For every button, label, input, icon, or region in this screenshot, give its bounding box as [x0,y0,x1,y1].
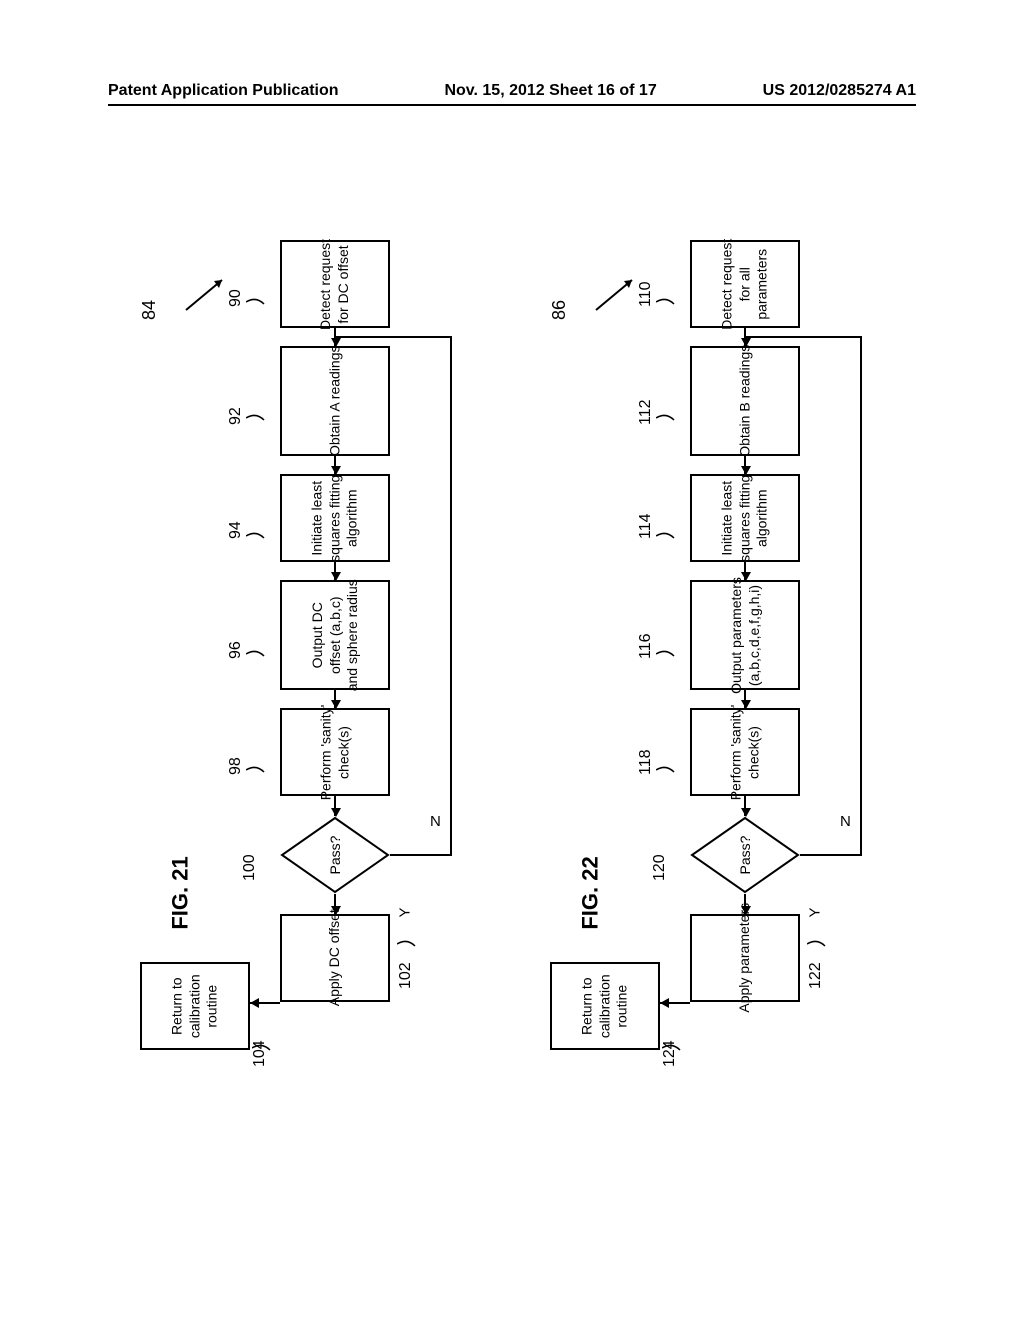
step-label: 110 [637,281,655,307]
box-return: Return tocalibrationroutine [550,962,660,1050]
step-label: 94 [227,521,245,539]
box-sanity-check: Perform 'sanity'check(s) [690,708,800,796]
step-label: 118 [637,749,655,775]
arrow-left-icon [250,998,259,1008]
step-label: 92 [227,407,245,425]
connector [390,854,452,856]
flowchart-fig21: 84 Detect requestfor DC offset 90 Obtain… [150,240,490,1060]
connector [336,336,452,338]
decision-pass: Pass? [280,816,390,894]
arrow-icon [592,274,642,314]
step-label: 104 [251,1040,269,1067]
ref-arrow-84: 84 [160,270,220,320]
step-label: 112 [637,399,655,425]
header-left: Patent Application Publication [108,82,339,100]
box-initiate-algorithm: Initiate leastsquares fittingalgorithm [280,474,390,562]
curve-tick [246,530,266,542]
figure-label-22: FIG. 22 [578,856,604,929]
step-label: 120 [651,854,669,881]
step-label: 96 [227,641,245,659]
box-return: Return tocalibrationroutine [140,962,250,1050]
curve-tick [246,412,266,424]
connector [450,336,452,856]
step-label: 102 [397,962,415,989]
header-right: US 2012/0285274 A1 [763,82,916,100]
step-label: 100 [241,854,259,881]
decision-pass: Pass? [690,816,800,894]
curve-tick [656,412,676,424]
step-label: 90 [227,289,245,307]
figure-label-21: FIG. 21 [168,856,194,929]
curve-tick [246,764,266,776]
step-label: 116 [637,633,655,659]
y-label: Y [807,907,824,917]
ref-arrow-86: 86 [570,270,630,320]
arrow-left-icon [660,998,669,1008]
n-label: N [840,813,851,830]
ref-number: 86 [549,300,570,320]
step-label: 122 [807,962,825,989]
page-header: Patent Application Publication Nov. 15, … [108,82,916,100]
box-output-values: Output parameters(a,b,c,d,e,f,g,h,i) [690,580,800,690]
box-detect-request: Detect requestfor DC offset [280,240,390,328]
n-label: N [430,813,441,830]
box-detect-request: Detect requestfor allparameters [690,240,800,328]
curve-tick [656,530,676,542]
connector [860,336,862,856]
box-output-values: Output DCoffset (a,b,c)and sphere radius [280,580,390,690]
connector [746,336,862,338]
curve-tick [246,648,266,660]
box-apply: Apply parameters [690,914,800,1002]
curve-tick [656,296,676,308]
curve-tick [807,938,827,950]
box-initiate-algorithm: Initiate leastsquares fittingalgorithm [690,474,800,562]
header-center: Nov. 15, 2012 Sheet 16 of 17 [444,82,656,100]
arrow-icon [182,274,232,314]
curve-tick [656,764,676,776]
header-rule [108,104,916,106]
figure-area: 84 Detect requestfor DC offset 90 Obtain… [120,240,904,1140]
curve-tick [397,938,417,950]
box-sanity-check: Perform 'sanity'check(s) [280,708,390,796]
connector [800,854,862,856]
step-label: 114 [637,513,655,539]
box-apply: Apply DC offset [280,914,390,1002]
step-label: 98 [227,757,245,775]
step-label: 124 [661,1040,679,1067]
y-label: Y [397,907,414,917]
box-obtain-readings: Obtain A readings [280,346,390,456]
curve-tick [246,296,266,308]
box-obtain-readings: Obtain B readings [690,346,800,456]
ref-number: 84 [139,300,160,320]
curve-tick [656,648,676,660]
flowchart-fig22: 86 Detect requestfor allparameters 110 O… [560,240,900,1060]
